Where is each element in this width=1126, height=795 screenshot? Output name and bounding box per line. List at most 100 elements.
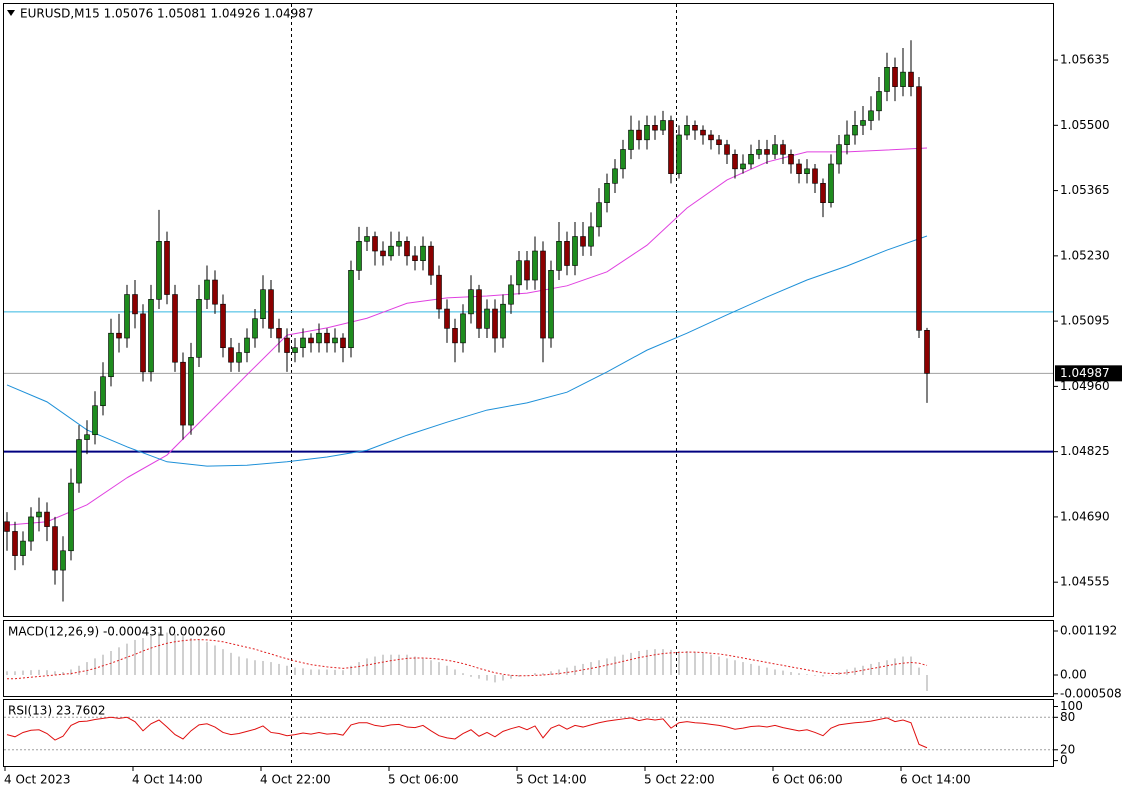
candle-body (68, 482, 74, 552)
candle-body (148, 299, 154, 373)
candle-body (468, 289, 474, 315)
y-tick-label: 1.05500 (1060, 118, 1110, 132)
candle-body (644, 125, 650, 141)
y-tick-label: 0 (1060, 753, 1068, 767)
bid-label-box (1055, 365, 1122, 382)
macd-bar (46, 670, 48, 676)
candle-body (588, 226, 594, 247)
macd-bar (862, 665, 864, 676)
macd-bar (542, 673, 544, 676)
macd-bar (438, 662, 440, 676)
candle-body (52, 526, 58, 571)
candle-body (820, 183, 826, 203)
macd-bar (270, 662, 272, 676)
macd-bar (846, 669, 848, 676)
macd-bar (710, 654, 712, 676)
candle-body (348, 270, 354, 349)
macd-bar (670, 649, 672, 676)
candle-body (196, 299, 202, 358)
candle-body (524, 260, 530, 281)
candle-body (540, 250, 546, 339)
candle-body (788, 154, 794, 165)
macd-bar (886, 660, 888, 676)
macd-bar (454, 669, 456, 676)
macd-bar (926, 675, 928, 691)
macd-bar (406, 654, 408, 676)
y-tick-label: 100 (1060, 699, 1083, 713)
candle-body (12, 531, 18, 556)
candle-body (732, 154, 738, 170)
macd-bar (654, 649, 656, 676)
candle-body (372, 236, 378, 252)
macd-bar (750, 663, 752, 676)
macd-bar (558, 669, 560, 676)
candle-body (444, 308, 450, 329)
macd-bar (798, 673, 800, 676)
macd-bar (230, 652, 232, 676)
candle-body (676, 134, 682, 174)
macd-bar (118, 647, 120, 676)
candle-body (412, 255, 418, 261)
macd-bar (662, 649, 664, 676)
candle-body (300, 337, 306, 349)
y-tick-label: 1.04555 (1060, 575, 1110, 589)
macd-bar (6, 671, 8, 676)
candle-body (388, 245, 394, 257)
macd-bar (646, 649, 648, 676)
moving-average (6, 235, 928, 467)
y-tick-label: 1.04690 (1060, 509, 1110, 523)
x-tick-label: 5 Oct 06:00 (388, 773, 459, 787)
candle-body (236, 352, 242, 363)
y-tick-label: 1.04960 (1060, 379, 1110, 393)
candle-body (692, 125, 698, 131)
candle-body (156, 241, 162, 300)
macd-bar (78, 665, 80, 676)
candle-body (668, 120, 674, 174)
candle-body (220, 303, 226, 349)
candle-body (844, 134, 850, 145)
y-tick-label: 0.001192 (1060, 624, 1117, 638)
macd-bar (174, 634, 176, 676)
rsi-pane (3, 699, 1054, 767)
macd-bar (678, 651, 680, 676)
candle-body (276, 328, 282, 339)
candle-body (292, 347, 298, 353)
macd-bar (302, 668, 304, 676)
y-tick-label: 1.05365 (1060, 183, 1110, 197)
candle-body (500, 303, 506, 339)
candle-body (188, 357, 194, 426)
candle-body (396, 241, 402, 247)
candle-body (132, 294, 138, 315)
macd-bar (838, 672, 840, 676)
x-tick-label: 4 Oct 2023 (4, 773, 71, 787)
macd-bar (286, 665, 288, 676)
macd-bar (774, 669, 776, 676)
candle-body (828, 163, 834, 203)
candle-body (252, 318, 258, 339)
candle-body (364, 236, 370, 242)
candle-body (44, 511, 50, 527)
candle-body (836, 144, 842, 165)
candle-body (740, 163, 746, 170)
macd-bar (358, 662, 360, 676)
macd-bar (86, 662, 88, 676)
candle-body (812, 168, 818, 184)
macd-bar (822, 675, 824, 677)
candle-body (164, 241, 170, 295)
macd-bar (102, 654, 104, 676)
macd-bar (158, 632, 160, 676)
title-arrow (7, 10, 15, 16)
candle-body (508, 284, 514, 305)
x-tick-label: 6 Oct 14:00 (900, 773, 971, 787)
candle-body (652, 125, 658, 131)
macd-bar (510, 675, 512, 679)
macd-bar (638, 651, 640, 676)
candle-body (660, 120, 666, 131)
candle-body (308, 337, 314, 344)
candle-body (340, 337, 346, 349)
macd-title: MACD(12,26,9) -0.000431 0.000260 (8, 625, 226, 639)
macd-bar (902, 656, 904, 676)
candle-body (764, 149, 770, 155)
